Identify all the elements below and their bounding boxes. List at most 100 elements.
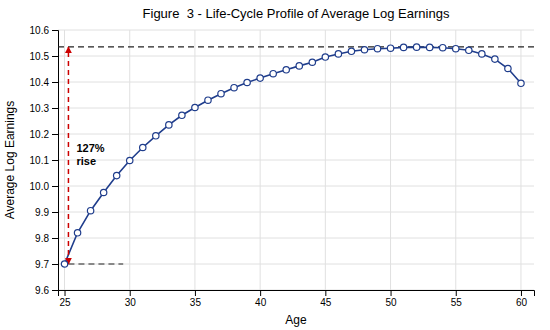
- point: [61, 261, 67, 267]
- point: [179, 112, 185, 118]
- tick-label: 10.3: [30, 103, 50, 114]
- tick-mark: [52, 290, 58, 291]
- point: [140, 144, 146, 150]
- y-axis-title: Average Log Earnings: [3, 101, 17, 220]
- tick-label: 60: [516, 297, 528, 308]
- tick-label: 40: [255, 297, 267, 308]
- tick-mark: [260, 290, 261, 296]
- tick: 10.4: [30, 77, 58, 88]
- point: [231, 85, 237, 91]
- tick-mark: [521, 290, 522, 296]
- point: [322, 54, 328, 60]
- point: [426, 44, 432, 50]
- tick-mark: [52, 212, 58, 213]
- point: [309, 59, 315, 65]
- axis-line: [52, 31, 59, 291]
- tick: 10.2: [30, 129, 58, 140]
- tick-label: 9.7: [35, 259, 49, 270]
- data-layer: [58, 44, 534, 267]
- reference-line: [68, 263, 123, 264]
- grid-line-x: [64, 30, 65, 290]
- tick-mark: [52, 82, 58, 83]
- tick: 50: [385, 290, 397, 308]
- grid-line-x: [325, 30, 326, 290]
- point: [348, 48, 354, 54]
- tick-mark: [130, 290, 131, 296]
- tick-mark: [52, 160, 58, 161]
- tick-label: 9.9: [35, 207, 49, 218]
- tick: 55: [451, 290, 463, 308]
- point: [335, 51, 341, 57]
- tick-label: 35: [190, 297, 202, 308]
- tick: 25: [59, 290, 71, 308]
- tick-mark: [52, 238, 58, 239]
- point: [492, 56, 498, 62]
- tick-label: 9.6: [35, 285, 49, 296]
- point: [100, 189, 106, 195]
- point: [218, 91, 224, 97]
- point: [505, 65, 511, 71]
- tick-mark: [52, 186, 58, 187]
- point: [518, 80, 524, 86]
- tick: 40: [255, 290, 267, 308]
- point: [283, 67, 289, 73]
- tick-label: 10.5: [30, 51, 50, 62]
- tick-label: 10.6: [30, 25, 50, 36]
- tick: 30: [125, 290, 137, 308]
- point: [127, 157, 133, 163]
- tick-label: 9.8: [35, 233, 49, 244]
- point: [113, 172, 119, 178]
- tick-label: 45: [320, 297, 332, 308]
- tick-label: 10.4: [30, 77, 50, 88]
- tick-mark: [52, 264, 58, 265]
- tick-mark: [52, 56, 58, 57]
- grid-line-x: [260, 30, 261, 290]
- tick-label: 10.1: [30, 155, 50, 166]
- x-axis-title: Age: [285, 313, 307, 327]
- grid: [58, 30, 534, 290]
- tick: 9.9: [35, 207, 58, 218]
- tick: 9.6: [35, 285, 58, 296]
- grid-line-x: [194, 30, 195, 290]
- point: [387, 45, 393, 51]
- point: [453, 46, 459, 52]
- tick: 10.1: [30, 155, 58, 166]
- tick: 10.3: [30, 103, 58, 114]
- tick-mark: [456, 290, 457, 296]
- tick: 9.7: [35, 259, 58, 270]
- tick-mark: [52, 108, 58, 109]
- tick: 60: [516, 290, 528, 308]
- tick-label: 55: [451, 297, 463, 308]
- series-line: [65, 47, 521, 264]
- tick-label: 50: [385, 297, 397, 308]
- reference-line: [58, 46, 534, 47]
- tick-label: 30: [125, 297, 137, 308]
- tick-mark: [52, 30, 58, 31]
- tick: 10.0: [30, 181, 58, 192]
- axis-line: [59, 291, 535, 297]
- point: [244, 79, 250, 85]
- point: [400, 44, 406, 50]
- tick-label: 10.2: [30, 129, 50, 140]
- grid-line-x: [455, 30, 456, 290]
- point: [87, 208, 93, 214]
- tick-mark: [325, 290, 326, 296]
- y-axis: 9.6 9.7 9.8 9.9 10.0 10.1 10.2 10.3 10.4 10.5 10.6: [30, 25, 59, 296]
- point: [257, 75, 263, 81]
- tick: 10.6: [30, 25, 58, 36]
- tick: 35: [190, 290, 202, 308]
- point: [74, 230, 80, 236]
- tick-mark: [391, 290, 392, 296]
- point: [374, 46, 380, 52]
- annotation-line: 127%: [76, 142, 104, 154]
- annotation-text: 127%rise: [76, 142, 104, 167]
- tick-label: 10.0: [30, 181, 50, 192]
- point: [205, 97, 211, 103]
- point: [296, 63, 302, 69]
- point: [361, 47, 367, 53]
- tick-label: 25: [59, 297, 71, 308]
- tick: 9.8: [35, 233, 58, 244]
- point: [413, 44, 419, 50]
- tick-mark: [52, 134, 58, 135]
- tick-mark: [65, 290, 66, 296]
